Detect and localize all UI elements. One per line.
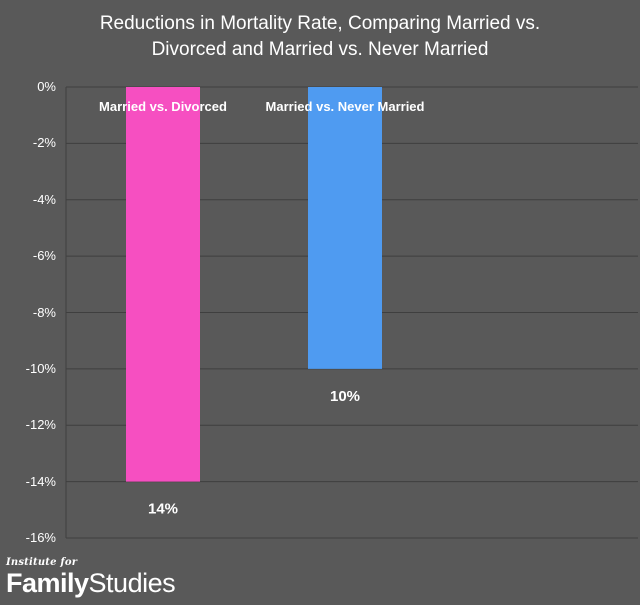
institute-logo: Institute for FamilyStudies xyxy=(6,557,176,598)
logo-family-studies-text: FamilyStudies xyxy=(6,568,176,598)
y-tick-label: -14% xyxy=(25,473,56,489)
chart-title-line-2: Divorced and Married vs. Never Married xyxy=(151,39,489,60)
y-tick-label: 0% xyxy=(37,79,56,94)
bars xyxy=(126,87,382,482)
logo-studies-word: Studies xyxy=(88,568,176,598)
bar xyxy=(308,87,382,369)
logo-institute-text: Institute for xyxy=(6,557,78,568)
bar xyxy=(126,87,200,482)
bar-labels: Married vs. Divorced 14% Married vs. Never… xyxy=(99,99,424,518)
y-tick-label: -10% xyxy=(25,360,56,376)
logo-family-word: Family xyxy=(6,568,89,598)
y-tick-label: -16% xyxy=(25,530,56,545)
data-label: 14% xyxy=(148,501,178,518)
category-label: Married vs. Never Married xyxy=(266,99,425,114)
category-label: Married vs. Divorced xyxy=(99,99,227,114)
chart-title-line-1: Reductions in Mortality Rate, Comparing … xyxy=(99,13,541,34)
y-tick-label: -2% xyxy=(32,135,56,151)
y-tick-label: -8% xyxy=(32,304,56,320)
y-tick-label: -4% xyxy=(32,191,56,207)
y-tick-label: -6% xyxy=(32,248,56,264)
y-tick-label: -12% xyxy=(25,417,56,433)
data-label: 10% xyxy=(330,388,360,405)
